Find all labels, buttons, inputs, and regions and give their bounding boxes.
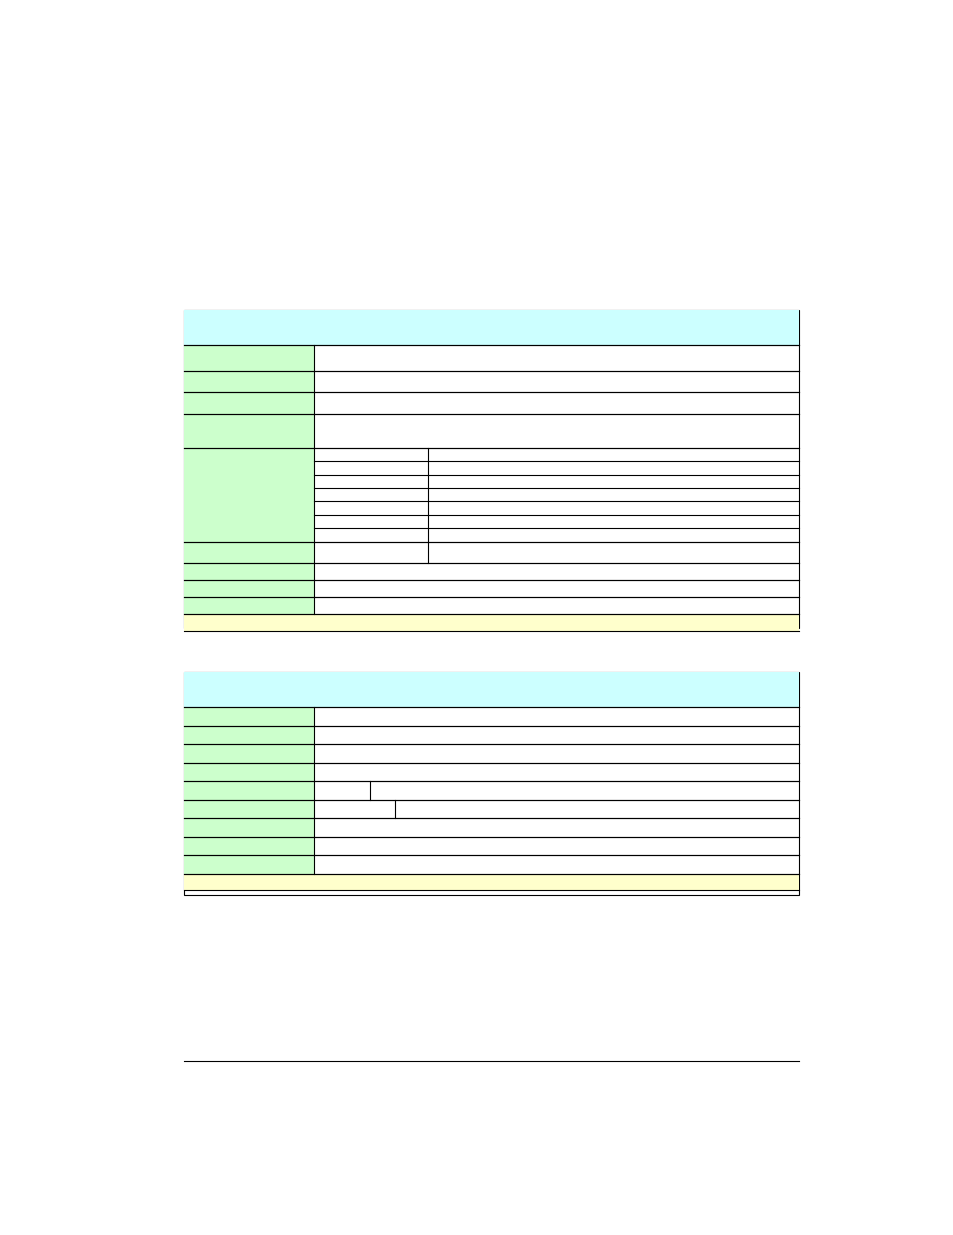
Bar	[184, 448, 314, 542]
Bar	[184, 542, 314, 563]
Bar	[184, 370, 314, 393]
Bar	[184, 414, 314, 448]
Bar	[184, 818, 314, 836]
Bar	[184, 726, 314, 745]
Bar	[184, 310, 798, 346]
Bar	[184, 580, 314, 597]
Bar	[184, 393, 314, 414]
Bar	[184, 597, 314, 614]
Bar	[184, 799, 314, 818]
Bar	[184, 855, 314, 873]
Bar	[184, 708, 314, 726]
Bar	[184, 763, 314, 782]
Bar	[184, 563, 314, 580]
Bar	[184, 782, 314, 799]
Bar	[184, 745, 314, 763]
Bar	[184, 310, 798, 627]
Bar	[184, 614, 798, 631]
Bar	[184, 346, 314, 370]
Bar	[184, 873, 798, 890]
Bar	[184, 836, 314, 855]
Bar	[184, 672, 798, 708]
Bar	[184, 672, 798, 895]
